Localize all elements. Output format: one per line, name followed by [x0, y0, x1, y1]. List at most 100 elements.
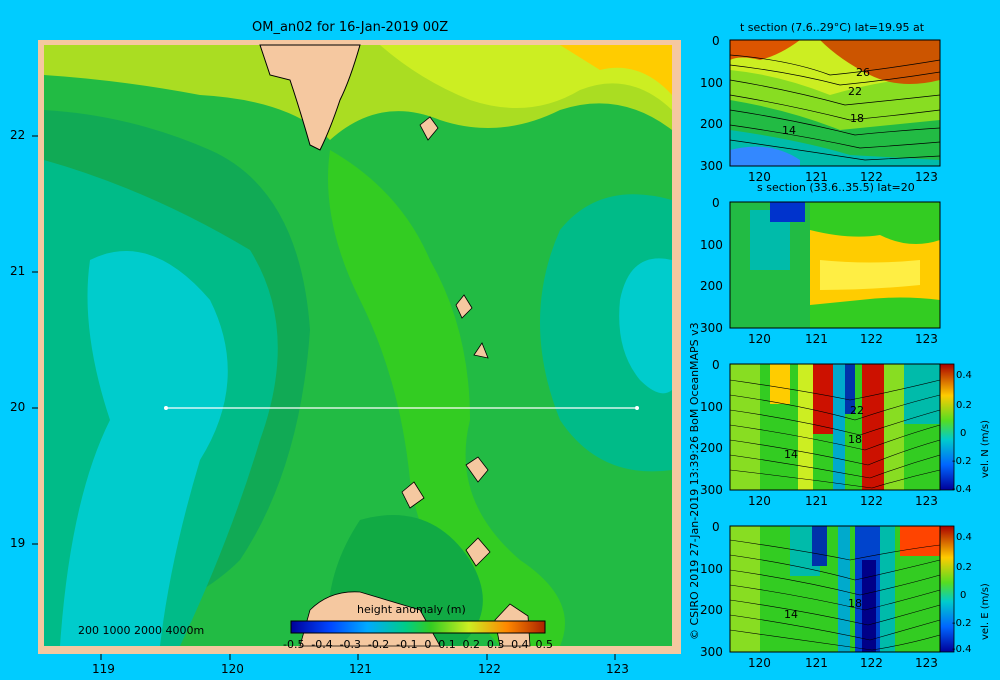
depth-legend: 200 1000 2000 4000m [78, 624, 205, 637]
panel-y-tick: 200 [700, 603, 723, 617]
panel-temp-plot [729, 40, 941, 166]
basin-lowest [60, 251, 228, 646]
eddy-east [540, 194, 672, 472]
island-4 [465, 456, 489, 483]
panel-x-tick: 123 [915, 494, 938, 508]
panel-x-tick: 123 [915, 332, 938, 346]
island-3 [473, 342, 489, 359]
colorbar-label: height anomaly (m) [357, 603, 466, 616]
colorbar-tick: 0.3 [486, 638, 505, 651]
credit-text: © CSIRO 2019 27-Jan-2019 13:39:26 BoM Oc… [688, 322, 701, 640]
cb-tick: -0.4 [952, 644, 972, 655]
contour-label: 14 [784, 448, 798, 461]
island-2 [455, 294, 473, 319]
panel-x-tick: 122 [860, 332, 883, 346]
panel-y-tick: 0 [712, 520, 720, 534]
panel-y-tick: 0 [712, 358, 720, 372]
panel-x-tick: 123 [915, 656, 938, 670]
panel-vele-plot [729, 526, 941, 652]
veln-colorbar [939, 363, 955, 491]
panel-x-tick: 120 [748, 656, 771, 670]
panel-x-tick: 121 [805, 332, 828, 346]
section-end-marker [635, 406, 639, 410]
colorbar-tick: -0.1 [396, 638, 418, 651]
island-6 [465, 537, 491, 567]
colorbar-tick: -0.4 [311, 638, 333, 651]
veln-colorbar-label: vel. N (m/s) [980, 420, 991, 478]
cb-tick: 0 [960, 590, 967, 601]
vele-colorbar [939, 525, 955, 653]
panel-x-tick: 121 [805, 494, 828, 508]
panel-y-tick: 100 [700, 238, 723, 252]
eddy-east-core [619, 258, 672, 394]
contour-label: 18 [848, 597, 862, 610]
panel-veln-plot [729, 364, 941, 490]
panel-y-tick: 200 [700, 441, 723, 455]
panel-y-tick: 200 [700, 117, 723, 131]
panel-y-tick: 300 [700, 483, 723, 497]
height-colorbar [290, 620, 546, 634]
panel-salt-plot [730, 202, 940, 328]
panel-x-tick: 122 [860, 170, 883, 184]
contour-label: 14 [782, 124, 796, 137]
land-taiwan [259, 44, 361, 151]
contour-label: 14 [784, 608, 798, 621]
panel-y-tick: 300 [700, 159, 723, 173]
section-start-marker [164, 406, 168, 410]
map-y-tick: 19 [10, 536, 26, 550]
panel-y-tick: 300 [700, 645, 723, 659]
panel-x-tick: 121 [805, 656, 828, 670]
map-x-tick: 119 [92, 662, 115, 676]
panel-x-tick: 120 [748, 332, 771, 346]
cb-tick: 0.4 [956, 532, 972, 543]
map-ticks [32, 135, 616, 660]
colorbar-ticks: -0.5 -0.4 -0.3 -0.2 -0.1 0 0.1 0.2 0.3 0… [283, 638, 553, 651]
map-x-tick: 120 [221, 662, 244, 676]
panel-y-tick: 100 [700, 562, 723, 576]
contour-label: 26 [856, 66, 870, 79]
cb-tick: -0.2 [952, 456, 972, 467]
panel-y-tick: 200 [700, 279, 723, 293]
peak-band [560, 45, 672, 95]
colorbar-tick: 0.5 [535, 638, 553, 651]
colorbar-tick: -0.5 [283, 638, 305, 651]
panel-y-tick: 0 [712, 196, 720, 210]
cb-tick: -0.2 [952, 618, 972, 629]
contour-label: 22 [850, 404, 864, 417]
panel-x-tick: 121 [805, 170, 828, 184]
contour-label: 18 [848, 433, 862, 446]
island-5 [401, 481, 425, 509]
panel-y-tick: 100 [700, 400, 723, 414]
contour-label: 22 [848, 85, 862, 98]
island-1 [419, 116, 439, 141]
cb-tick: 0.4 [956, 370, 972, 381]
panel-x-tick: 120 [748, 494, 771, 508]
vele-colorbar-label: vel. E (m/s) [980, 583, 991, 640]
colorbar-tick: -0.3 [339, 638, 362, 651]
map-x-tick: 121 [349, 662, 372, 676]
cb-tick: 0.2 [956, 562, 972, 573]
map-title: OM_an02 for 16-Jan-2019 00Z [252, 20, 449, 35]
panel-title-salt: s section (33.6..35.5) lat=20 [757, 181, 915, 194]
cb-tick: 0 [960, 428, 967, 439]
panel-y-tick: 300 [700, 321, 723, 335]
panel-x-tick: 122 [860, 656, 883, 670]
colorbar-tick: -0.2 [367, 638, 390, 651]
map-y-tick: 21 [10, 264, 26, 278]
panel-y-tick: 100 [700, 76, 723, 90]
colorbar-tick: 0.4 [511, 638, 529, 651]
panel-x-tick: 120 [748, 170, 771, 184]
panel-x-tick: 122 [860, 494, 883, 508]
map-x-tick: 122 [478, 662, 501, 676]
colorbar-tick: 0.2 [462, 638, 481, 651]
map-y-tick: 20 [10, 400, 26, 414]
cb-tick: -0.4 [952, 484, 972, 495]
colorbar-tick: 0 [424, 638, 432, 651]
panel-title-temp: t section (7.6..29°C) lat=19.95 at [740, 21, 925, 34]
map-x-tick: 123 [606, 662, 629, 676]
map-y-tick: 22 [10, 128, 26, 142]
panel-x-tick: 123 [915, 170, 938, 184]
ridge [328, 150, 565, 646]
colorbar-tick: 0.1 [438, 638, 456, 651]
